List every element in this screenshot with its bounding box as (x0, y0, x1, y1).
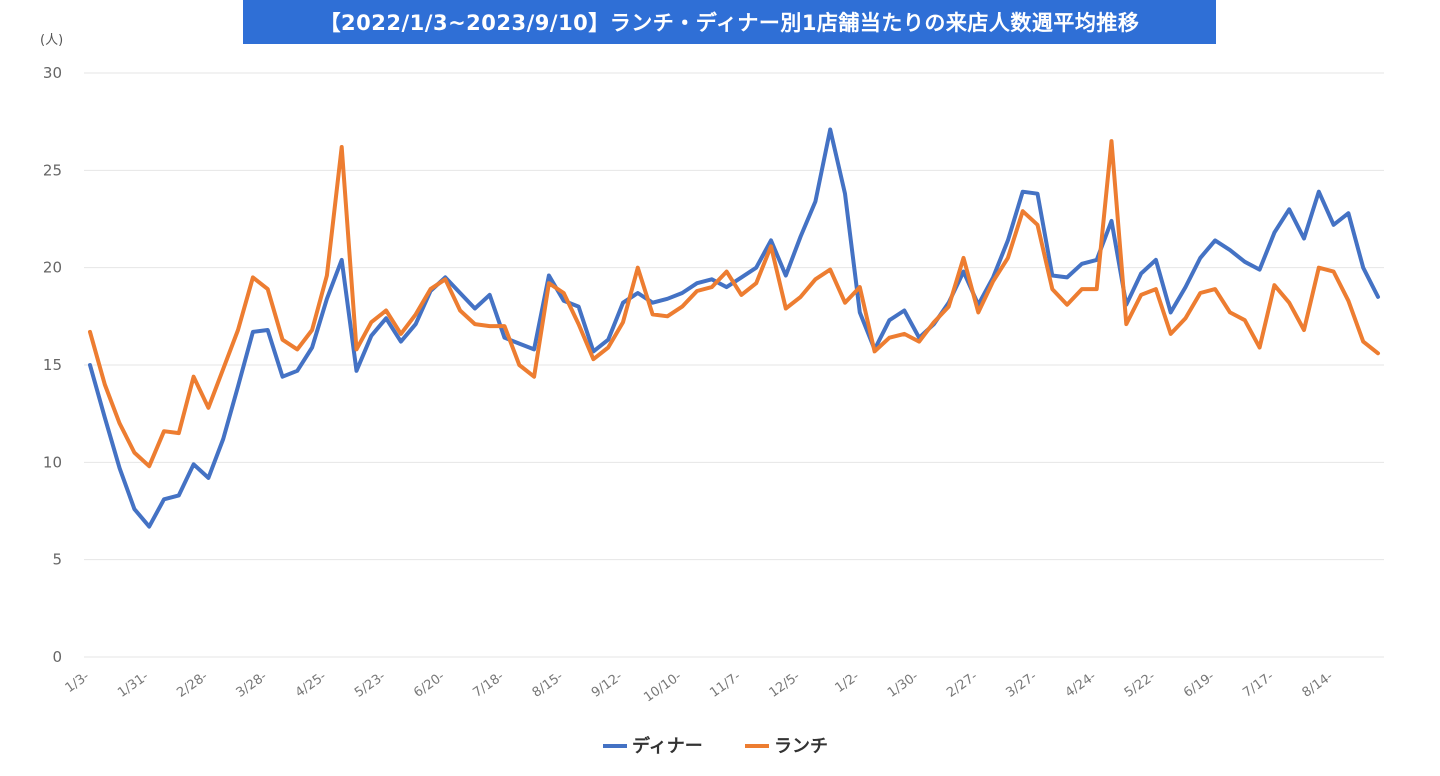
x-tick-label: 8/14- (1300, 669, 1337, 701)
x-tick-label: 4/25- (293, 669, 330, 701)
x-tick-label: 2/28- (174, 669, 211, 701)
x-tick-label: 3/27- (1003, 669, 1040, 701)
y-tick-label: 25 (43, 161, 62, 179)
x-tick-label: 12/5- (767, 669, 804, 701)
gridlines (84, 72, 1384, 658)
series-line-dinner (88, 127, 1380, 529)
x-tick-label: 3/28- (234, 669, 271, 701)
x-tick-label: 6/19- (1181, 669, 1218, 701)
x-tick-label: 5/22- (1122, 669, 1159, 701)
x-tick-label: 1/30- (885, 669, 922, 701)
x-tick-label: 1/3- (63, 669, 93, 696)
x-tick-label: 5/23- (352, 669, 389, 701)
chart-title: 【2022/1/3~2023/9/10】ランチ・ディナー別1店舗当たりの来店人数… (243, 0, 1216, 44)
x-axis-ticks: 1/3- 1/31- 2/28- 3/28- 4/25- 5/23- 6/20- 7/18- 8… (63, 669, 1336, 706)
x-tick-label: 7/17- (1240, 669, 1277, 701)
y-tick-label: 0 (52, 648, 62, 666)
x-tick-label: 1/2- (833, 669, 863, 696)
x-tick-label: 2/27- (944, 669, 981, 701)
y-tick-label: 20 (43, 259, 62, 277)
y-tick-label: 5 (52, 551, 62, 569)
x-tick-label: 11/7- (707, 669, 744, 701)
y-tick-label: 10 (43, 453, 62, 471)
series-line-lunch (88, 139, 1380, 469)
legend-label: ディナー (632, 735, 703, 757)
legend: ディナー ランチ (603, 735, 828, 757)
y-axis-ticks: 0 5 10 15 20 25 30 (43, 64, 62, 666)
x-tick-label: 1/31- (115, 669, 152, 701)
x-tick-label: 10/10- (641, 669, 684, 706)
series-lines (88, 127, 1380, 529)
x-tick-label: 7/18- (470, 669, 507, 701)
x-tick-label: 9/12- (589, 669, 626, 701)
y-tick-label: 15 (43, 356, 62, 374)
x-tick-label: 8/15- (530, 669, 567, 701)
x-tick-label: 6/20- (411, 669, 448, 701)
x-tick-label: 4/24- (1063, 669, 1100, 701)
y-tick-label: 30 (43, 64, 62, 82)
y-axis-unit: (人) (40, 33, 63, 48)
legend-label: ランチ (774, 736, 828, 757)
